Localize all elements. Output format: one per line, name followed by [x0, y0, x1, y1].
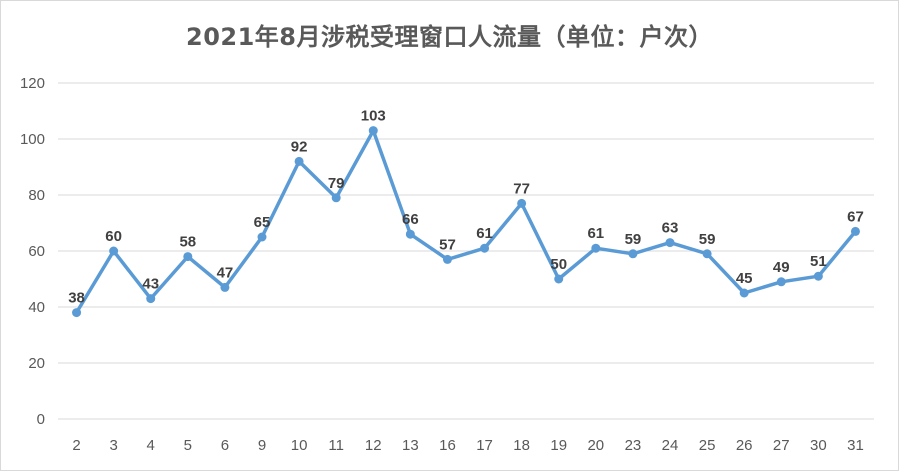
data-label: 63: [662, 220, 679, 237]
data-point: [702, 249, 712, 259]
data-label: 47: [217, 264, 234, 281]
x-tick-label: 12: [365, 437, 382, 454]
data-label: 58: [179, 234, 196, 251]
data-point: [628, 249, 638, 259]
y-tick-label: 100: [20, 131, 45, 148]
data-point: [72, 308, 82, 318]
y-tick-label: 60: [28, 243, 45, 260]
data-label: 92: [291, 138, 308, 155]
data-label: 77: [513, 180, 530, 197]
x-tick-label: 5: [184, 437, 192, 454]
data-point: [739, 288, 749, 298]
y-tick-label: 120: [20, 75, 45, 92]
data-label: 57: [439, 236, 456, 253]
data-label: 45: [736, 270, 753, 287]
x-tick-label: 3: [109, 437, 117, 454]
data-label: 65: [254, 214, 271, 231]
y-tick-label: 80: [28, 187, 45, 204]
x-tick-label: 25: [699, 437, 716, 454]
x-tick-label: 9: [258, 437, 266, 454]
x-tick-label: 19: [550, 437, 567, 454]
x-tick-label: 17: [476, 437, 493, 454]
y-tick-label: 40: [28, 299, 45, 316]
x-tick-label: 24: [662, 437, 679, 454]
data-point: [480, 243, 490, 253]
data-label: 67: [847, 208, 864, 225]
x-tick-label: 6: [221, 437, 229, 454]
data-point: [813, 271, 823, 281]
x-tick-label: 26: [736, 437, 753, 454]
x-tick-label: 20: [587, 437, 604, 454]
x-tick-label: 10: [291, 437, 308, 454]
data-label: 61: [476, 225, 493, 242]
data-label: 59: [625, 231, 642, 248]
data-label: 51: [810, 253, 827, 270]
x-tick-label: 16: [439, 437, 456, 454]
x-tick-label: 30: [810, 437, 827, 454]
data-label: 61: [587, 225, 604, 242]
data-label: 103: [361, 108, 386, 125]
data-point: [294, 156, 304, 166]
y-tick-label: 0: [37, 411, 45, 428]
data-point: [776, 277, 786, 287]
data-label: 50: [550, 256, 567, 273]
data-point: [220, 282, 230, 292]
data-point: [368, 126, 378, 136]
x-tick-label: 31: [847, 437, 864, 454]
data-point: [442, 254, 452, 264]
x-tick-label: 2: [72, 437, 80, 454]
data-point: [331, 193, 341, 203]
data-point: [665, 238, 675, 248]
data-point: [405, 229, 415, 239]
x-tick-label: 18: [513, 437, 530, 454]
data-point: [257, 232, 267, 242]
x-tick-label: 23: [625, 437, 642, 454]
data-label: 38: [68, 290, 85, 307]
data-point: [146, 294, 156, 304]
data-label: 66: [402, 211, 419, 228]
data-label: 49: [773, 259, 790, 276]
x-tick-label: 13: [402, 437, 419, 454]
x-tick-label: 11: [328, 437, 344, 454]
data-point: [517, 198, 527, 208]
series-line: [74, 128, 858, 315]
data-point: [850, 226, 860, 236]
data-point: [183, 252, 193, 262]
data-label: 59: [699, 231, 716, 248]
x-tick-label: 4: [147, 437, 155, 454]
data-point: [109, 246, 119, 256]
data-label: 79: [328, 175, 345, 192]
y-tick-label: 20: [28, 355, 45, 372]
data-label: 43: [142, 276, 159, 293]
data-label: 60: [105, 228, 122, 245]
data-point: [554, 274, 564, 284]
x-tick-label: 27: [773, 437, 790, 454]
data-point: [591, 243, 601, 253]
chart-title: 2021年8月涉税受理窗口人流量（单位：户次）: [186, 23, 713, 51]
